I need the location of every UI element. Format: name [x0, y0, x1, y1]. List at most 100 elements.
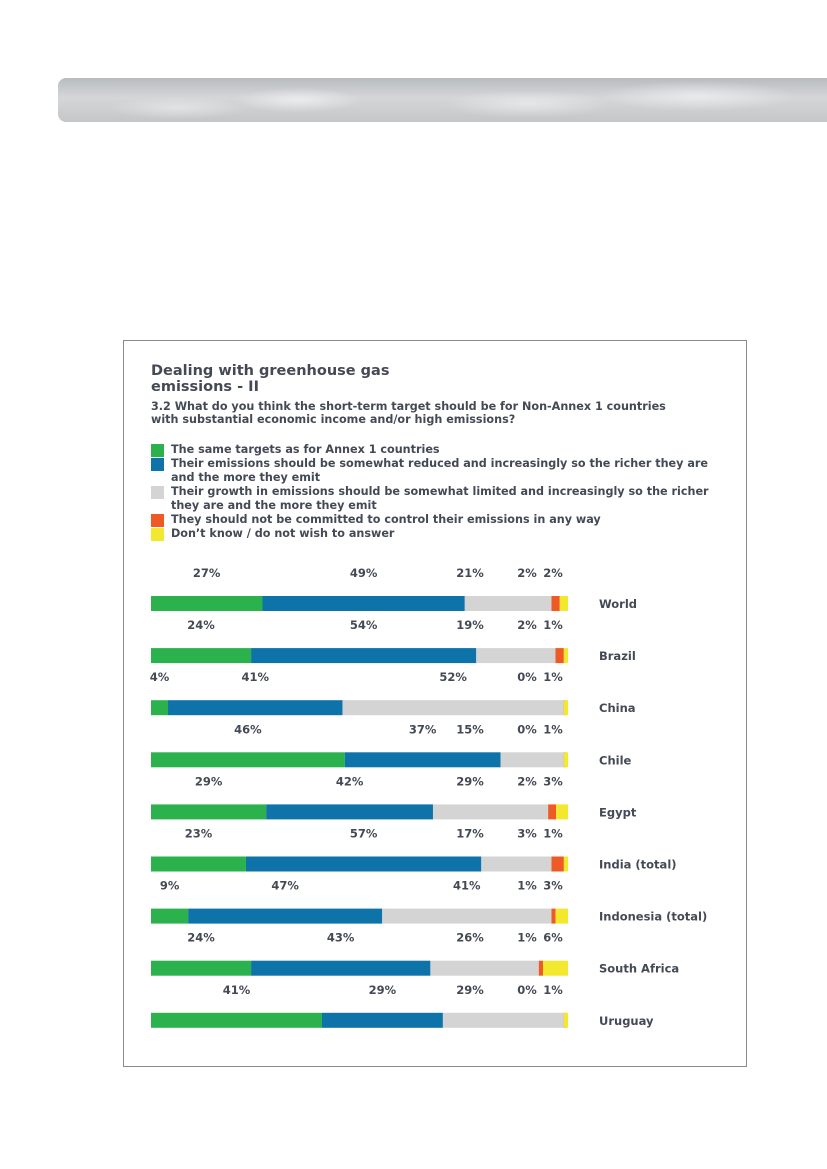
- bar-segment: [245, 856, 482, 872]
- bar-segment: [342, 700, 564, 716]
- data-label: 47%: [271, 879, 299, 893]
- data-label: 4%: [150, 670, 170, 684]
- bar-segment: [556, 804, 568, 820]
- bar-segment: [188, 908, 383, 924]
- legend-label: They should not be committed to control …: [171, 513, 601, 526]
- bar-segment: [476, 648, 556, 664]
- survey-question: 3.2 What do you think the short-term tar…: [151, 400, 666, 426]
- data-label: 49%: [350, 566, 378, 580]
- legend-swatch-somewhat-reduced: [151, 458, 164, 471]
- data-label: 23%: [185, 827, 213, 841]
- legend-label: Don’t know / do not wish to answer: [171, 527, 395, 540]
- data-label: 24%: [187, 618, 215, 632]
- bar-segment: [262, 596, 465, 611]
- data-label: 6%: [543, 931, 563, 945]
- data-label: 52%: [439, 670, 467, 684]
- bar-segment: [151, 960, 252, 976]
- data-label: 0%: [517, 983, 537, 997]
- bar-row: 41% 29% 29% 0% 1% Uruguay: [151, 983, 654, 1028]
- category-label: India (total): [599, 858, 677, 872]
- bar-segment: [563, 752, 568, 768]
- data-label: 0%: [517, 670, 537, 684]
- bar-segment: [151, 648, 252, 664]
- category-label: Chile: [599, 753, 632, 767]
- legend-label: The same targets as for Annex 1 countrie…: [171, 443, 440, 456]
- bar-segment: [151, 804, 267, 820]
- data-label: 43%: [327, 931, 355, 945]
- data-label: 41%: [242, 670, 270, 684]
- bar-segment: [548, 804, 557, 820]
- bar-segment: [481, 856, 552, 872]
- bar-segment: [382, 908, 552, 924]
- category-label: Egypt: [599, 805, 637, 819]
- data-label: 29%: [456, 983, 484, 997]
- bar-segment: [151, 596, 263, 611]
- chart-title-line-2: emissions - II: [151, 379, 259, 395]
- bar-segment: [500, 752, 564, 768]
- data-label: 1%: [543, 983, 563, 997]
- data-label: 0%: [517, 722, 537, 736]
- category-label: Brazil: [599, 649, 636, 663]
- bar-segment: [151, 752, 345, 768]
- bar-segment: [551, 596, 560, 611]
- data-label: 3%: [517, 827, 537, 841]
- data-label: 2%: [517, 618, 537, 632]
- bar-row: 9% 47% 41% 1% 3% Indonesia (total): [151, 879, 707, 924]
- bar-segment: [538, 960, 543, 976]
- chart-title-line-1: Dealing with greenhouse gas: [151, 363, 390, 379]
- bar-segment: [563, 856, 568, 872]
- bar-row: 46% 37% 15% 0% 1% Chile: [151, 722, 632, 768]
- legend-label: Their growth in emissions should be some…: [171, 485, 709, 512]
- data-label: 57%: [350, 827, 378, 841]
- data-label: 26%: [456, 931, 484, 945]
- legend-swatch-same-targets: [151, 444, 164, 457]
- bar-segment: [542, 960, 568, 976]
- data-label: 41%: [453, 879, 481, 893]
- data-label: 3%: [543, 774, 563, 788]
- bar-row: 24% 54% 19% 2% 1% Brazil: [151, 618, 636, 664]
- bar-segment: [555, 908, 568, 924]
- bar-segment: [555, 648, 564, 664]
- data-label: 17%: [456, 827, 484, 841]
- bar-segment: [430, 960, 539, 976]
- legend-swatch-not-committed: [151, 514, 164, 527]
- data-label: 9%: [160, 879, 180, 893]
- legend-item-same-targets: The same targets as for Annex 1 countrie…: [151, 443, 711, 457]
- category-label: Uruguay: [599, 1014, 654, 1028]
- data-label: 42%: [336, 774, 364, 788]
- data-label: 15%: [456, 722, 484, 736]
- data-label: 3%: [543, 879, 563, 893]
- data-label: 46%: [234, 722, 262, 736]
- bar-row: 23% 57% 17% 3% 1% India (total): [151, 827, 677, 872]
- chart-title: Dealing with greenhouse gas emissions - …: [151, 363, 571, 395]
- bar-row: 27% 49% 21% 2% 2% World: [151, 566, 637, 611]
- data-label: 29%: [369, 983, 397, 997]
- data-label: 1%: [543, 618, 563, 632]
- bar-segment: [464, 596, 552, 611]
- legend-label: Their emissions should be somewhat reduc…: [171, 457, 708, 484]
- bar-segment: [442, 1012, 564, 1028]
- bar-segment: [266, 804, 433, 820]
- category-label: South Africa: [599, 962, 679, 976]
- bar-segment: [551, 908, 556, 924]
- bar-segment: [551, 856, 564, 872]
- chart-legend: The same targets as for Annex 1 countrie…: [151, 443, 711, 541]
- bar-segment: [344, 752, 501, 768]
- legend-swatch-dont-know: [151, 528, 164, 541]
- data-label: 37%: [409, 722, 437, 736]
- legend-swatch-growth-limited: [151, 486, 164, 499]
- data-label: 27%: [193, 566, 221, 580]
- bar-segment: [251, 648, 477, 664]
- data-label: 41%: [223, 983, 251, 997]
- data-label: 1%: [543, 827, 563, 841]
- data-label: 2%: [543, 566, 563, 580]
- category-label: Indonesia (total): [599, 910, 707, 924]
- data-label: 54%: [350, 618, 378, 632]
- data-label: 19%: [456, 618, 484, 632]
- bar-segment: [563, 700, 568, 716]
- header-banner: [58, 78, 827, 122]
- data-label: 21%: [456, 566, 484, 580]
- data-label: 2%: [517, 566, 537, 580]
- data-label: 1%: [543, 670, 563, 684]
